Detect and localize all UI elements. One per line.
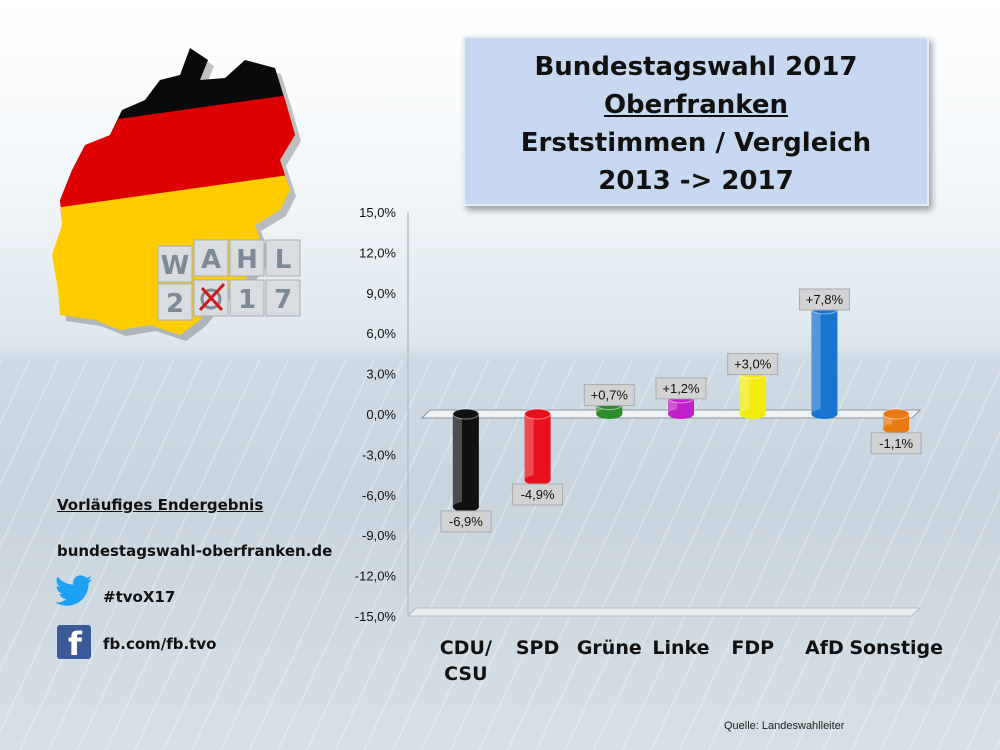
data-label-1: -4,9% bbox=[512, 483, 564, 506]
bar-highlight bbox=[883, 414, 893, 429]
tile-a: A bbox=[201, 245, 221, 275]
bar-body bbox=[811, 308, 838, 414]
hashtag-text[interactable]: #tvoX17 bbox=[103, 588, 176, 606]
data-label-2: +0,7% bbox=[583, 384, 635, 407]
bar-body bbox=[524, 414, 551, 480]
twitter-icon[interactable] bbox=[55, 575, 93, 609]
title-line-1: Bundestagswahl 2017 bbox=[534, 52, 858, 82]
germany-map-logo: W A H L 2 1 7 bbox=[52, 48, 301, 341]
bar-0 bbox=[452, 408, 480, 512]
bar-5 bbox=[810, 303, 838, 419]
data-label: -1,1% bbox=[879, 436, 913, 451]
tile-1: 1 bbox=[238, 285, 256, 315]
bar-cap-bottom bbox=[524, 474, 551, 485]
data-label-4: +3,0% bbox=[727, 353, 779, 376]
category-label: CDU/ bbox=[440, 637, 492, 659]
chart-title-box: Bundestagswahl 2017 Oberfranken Erststim… bbox=[463, 36, 929, 206]
bar-highlight bbox=[668, 397, 678, 414]
category-label: FDP bbox=[731, 637, 774, 659]
title-line-4: 2013 -> 2017 bbox=[598, 166, 794, 196]
data-label-0: -6,9% bbox=[440, 510, 492, 533]
data-label: +3,0% bbox=[734, 357, 772, 372]
data-label-box bbox=[440, 510, 492, 533]
y-tick-label: 6,0% bbox=[366, 326, 396, 341]
y-tick-label: 9,0% bbox=[366, 286, 396, 301]
category-label: CSU bbox=[444, 663, 487, 685]
data-label-6: -1,1% bbox=[870, 432, 922, 455]
tile-w: W bbox=[161, 251, 190, 281]
category-label: Sonstige bbox=[849, 637, 943, 659]
title-line-3: Erststimmen / Vergleich bbox=[520, 128, 872, 158]
bar-highlight bbox=[811, 308, 821, 414]
ballot-circle-icon bbox=[200, 288, 222, 310]
y-tick-label: 3,0% bbox=[366, 367, 396, 382]
bar-1 bbox=[524, 408, 552, 485]
bar-cap-bottom bbox=[811, 409, 838, 419]
category-label: AfD bbox=[805, 637, 844, 659]
data-label-box bbox=[727, 353, 779, 376]
y-tick-label: -12,0% bbox=[355, 569, 397, 584]
tile-l: L bbox=[275, 245, 292, 275]
y-tick-label: 0,0% bbox=[366, 407, 396, 422]
data-label-box bbox=[655, 377, 707, 400]
data-label: -6,9% bbox=[449, 514, 483, 529]
data-label-box bbox=[512, 483, 564, 506]
category-label: SPD bbox=[516, 637, 559, 659]
background-floor bbox=[0, 360, 1000, 750]
bar-highlight bbox=[452, 414, 462, 507]
bar-highlight bbox=[739, 373, 749, 414]
source-note: Quelle: Landeswahlleiter bbox=[724, 720, 845, 732]
y-tick-label: -6,0% bbox=[362, 488, 396, 503]
plot-floor bbox=[406, 607, 922, 617]
status-text: Vorläufiges Endergebnis bbox=[57, 496, 264, 514]
y-tick-label: -15,0% bbox=[355, 609, 397, 624]
data-label-3: +1,2% bbox=[655, 377, 707, 400]
data-label: +7,8% bbox=[806, 292, 844, 307]
bar-highlight bbox=[524, 414, 534, 480]
data-label-5: +7,8% bbox=[798, 288, 850, 311]
wahl-2017-tiles: W A H L 2 1 7 bbox=[157, 239, 301, 321]
data-label: +0,7% bbox=[591, 388, 629, 403]
category-label: Grüne bbox=[577, 637, 642, 659]
bar-cap-top bbox=[524, 408, 552, 420]
data-label-box bbox=[798, 288, 850, 311]
bar-4 bbox=[739, 368, 767, 419]
bar-cap-bottom bbox=[596, 409, 623, 419]
y-tick-label: -3,0% bbox=[362, 447, 396, 462]
data-label-box bbox=[870, 432, 922, 455]
bar-cap-bottom bbox=[668, 409, 694, 419]
bar-body bbox=[739, 373, 766, 414]
y-tick-label: 12,0% bbox=[359, 245, 396, 260]
bar-body bbox=[452, 414, 479, 507]
data-label: +1,2% bbox=[662, 381, 700, 396]
tile-h: H bbox=[236, 245, 258, 275]
data-label: -4,9% bbox=[521, 487, 555, 502]
bar-cap-bottom bbox=[739, 409, 766, 419]
category-label: Linke bbox=[652, 637, 709, 659]
bar-cap-bottom bbox=[883, 423, 910, 434]
tile-2: 2 bbox=[166, 289, 184, 319]
facebook-icon[interactable]: f bbox=[57, 625, 91, 663]
ballot-cross-icon bbox=[198, 282, 226, 312]
y-tick-label: 15,0% bbox=[359, 205, 396, 220]
bar-cap-bottom bbox=[452, 501, 479, 512]
tile-7: 7 bbox=[274, 285, 292, 315]
bar-cap-top bbox=[882, 408, 910, 420]
data-label-box bbox=[583, 384, 635, 407]
website-link[interactable]: bundestagswahl-oberfranken.de bbox=[57, 542, 333, 560]
bar-highlight bbox=[596, 404, 606, 414]
y-tick-label: -9,0% bbox=[362, 528, 396, 543]
bar-6 bbox=[882, 408, 910, 434]
bar-cap-top bbox=[452, 408, 480, 420]
facebook-link[interactable]: fb.com/fb.tvo bbox=[103, 635, 217, 653]
title-line-2: Oberfranken bbox=[603, 90, 789, 120]
